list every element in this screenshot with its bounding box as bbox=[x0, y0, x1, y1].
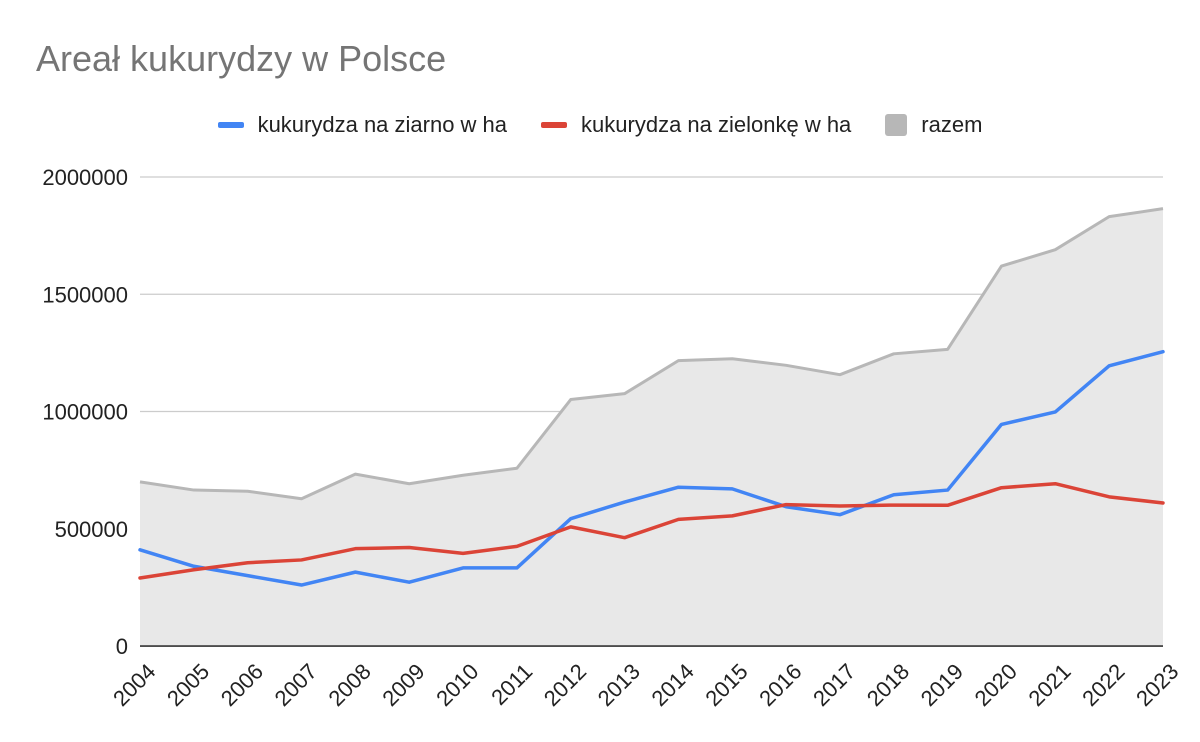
x-tick-label: 2016 bbox=[754, 659, 806, 711]
legend-label-total: razem bbox=[921, 112, 983, 137]
area-layer bbox=[139, 207, 1164, 647]
chart-title: Areał kukurydzy w Polsce bbox=[36, 38, 447, 79]
series-line-grain bbox=[138, 349, 1165, 587]
y-tick-label: 1500000 bbox=[42, 282, 128, 307]
x-tick-label: 2013 bbox=[593, 659, 645, 711]
y-tick-label: 2000000 bbox=[42, 165, 128, 190]
x-tick-label: 2018 bbox=[862, 659, 914, 711]
x-tick-label: 2012 bbox=[539, 659, 591, 711]
x-tick-label: 2017 bbox=[808, 659, 860, 711]
series-line-total bbox=[139, 207, 1164, 501]
x-tick-label: 2021 bbox=[1023, 659, 1075, 711]
x-tick-label: 2007 bbox=[270, 659, 322, 711]
x-tick-label: 2019 bbox=[916, 659, 968, 711]
y-tick-label: 0 bbox=[116, 634, 128, 659]
y-tick-label: 500000 bbox=[55, 517, 128, 542]
x-tick-label: 2015 bbox=[700, 659, 752, 711]
line-layer bbox=[138, 349, 1165, 587]
x-tick-label: 2010 bbox=[431, 659, 483, 711]
x-tick-label: 2023 bbox=[1131, 659, 1183, 711]
x-tick-label: 2014 bbox=[647, 659, 699, 711]
series-line-silage bbox=[138, 481, 1165, 580]
x-tick-label: 2009 bbox=[377, 659, 429, 711]
area-fill-total bbox=[140, 208, 1163, 646]
legend-swatch-silage bbox=[541, 122, 568, 128]
y-tick-label: 1000000 bbox=[42, 400, 128, 425]
x-tick-label: 2008 bbox=[324, 659, 376, 711]
legend: kukurydza na ziarno w ha kukurydza na zi… bbox=[0, 110, 1200, 140]
legend-item-total[interactable]: razem bbox=[885, 112, 982, 138]
x-tick-label: 2005 bbox=[162, 659, 214, 711]
legend-swatch-total bbox=[885, 114, 908, 136]
legend-swatch-grain bbox=[217, 122, 244, 128]
x-tick-label: 2020 bbox=[970, 659, 1022, 711]
x-tick-label: 2022 bbox=[1077, 659, 1129, 711]
legend-label-silage: kukurydza na zielonkę w ha bbox=[581, 112, 852, 137]
legend-item-grain[interactable]: kukurydza na ziarno w ha bbox=[217, 112, 508, 138]
x-tick-label: 2006 bbox=[216, 659, 268, 711]
x-tick-label: 2011 bbox=[486, 659, 537, 710]
legend-label-grain: kukurydza na ziarno w ha bbox=[257, 112, 508, 137]
x-tick-label: 2004 bbox=[108, 659, 160, 711]
legend-item-silage[interactable]: kukurydza na zielonkę w ha bbox=[541, 112, 851, 138]
